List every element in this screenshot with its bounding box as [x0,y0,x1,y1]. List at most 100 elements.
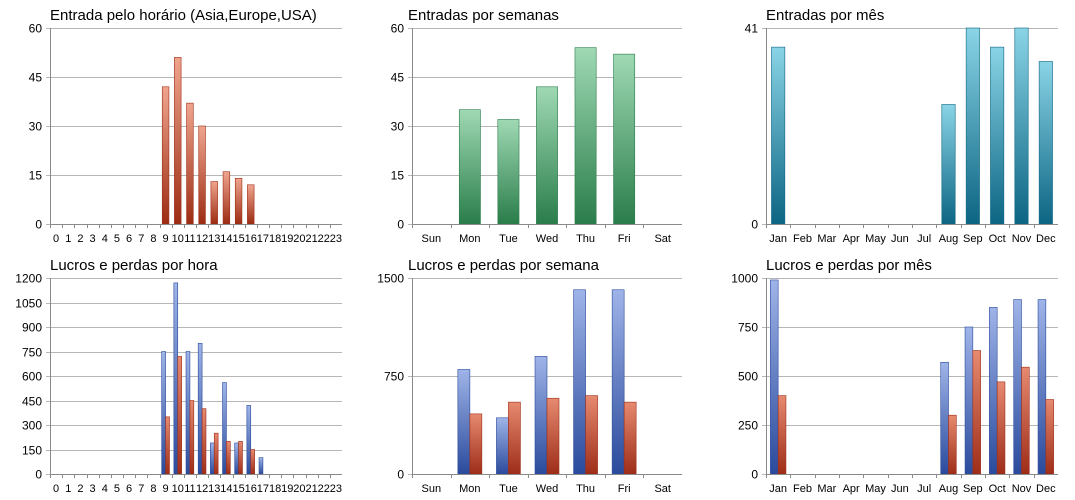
bar [948,414,957,475]
x-tick-label: 2 [77,233,83,245]
bar [497,119,520,225]
y-tick-label: 60 [391,22,405,36]
bar [222,171,231,225]
x-tick-label: 7 [138,233,144,245]
x-tick-label: 3 [90,233,96,245]
y-tick-label: 15 [391,169,405,183]
bar [1021,366,1030,475]
y-tick-label: 0 [397,468,404,482]
bar [534,356,548,475]
y-tick-label: 0 [35,218,42,232]
x-tick-label: Nov [1012,233,1032,245]
bar [777,395,787,475]
x-tick-label: 21 [305,483,317,495]
x-tick-label: Dec [1036,483,1056,495]
chart-hourly-profit-loss: Lucros e perdas por hora 0 150 300 450 600 750… [0,250,358,500]
bar [623,401,637,475]
x-tick-label: May [865,233,886,245]
x-tick-label: 20 [293,483,305,495]
y-tick-label: 1050 [15,297,42,311]
y-tick-label: 600 [22,370,42,384]
x-tick-label: 1 [65,483,71,495]
x-tick-label: Sat [654,483,671,495]
x-tick-label: 18 [269,483,281,495]
y-tick-label: 30 [29,120,43,134]
x-tick-label: 8 [150,233,156,245]
x-tick-label: 12 [196,233,208,245]
x-tick-label: Feb [793,233,812,245]
x-tick-label: 23 [330,483,342,495]
bar [990,46,1005,225]
x-tick-label: 22 [318,483,330,495]
x-tick-label: 23 [330,233,342,245]
bar [226,441,231,475]
x-tick-label: 20 [293,233,305,245]
x-tick-label: 18 [269,233,281,245]
chart-title: Lucros e perdas por hora [50,257,218,274]
chart-monthly-profit-loss-svg: Lucros e perdas por mês 0 250 500 750 1000 Jan… [731,257,1058,495]
chart-weekly-entries-svg: Entradas por semanas 0 15 30 45 60 Sun Mon Tue We… [391,7,682,245]
x-tick-label: 4 [102,483,108,495]
x-tick-label: 22 [318,233,330,245]
y-tick-label: 750 [738,321,758,335]
y-tick-label: 45 [29,71,43,85]
x-tick-label: 6 [126,483,132,495]
bar [250,449,255,475]
x-tick-label: Mon [459,233,480,245]
bar [185,351,191,475]
bar [574,47,597,225]
bar [210,181,218,225]
x-tick-label: Fri [618,483,631,495]
y-tick-label: 900 [22,321,42,335]
x-tick-label: 16 [245,233,257,245]
chart-weekly-entries: Entradas por semanas 0 15 30 45 60 Sun Mon Tue We… [358,0,716,250]
x-tick-label: 10 [172,233,184,245]
x-tick-label: Jul [917,233,931,245]
x-tick-label: Aug [939,233,959,245]
y-tick-label: 0 [751,218,758,232]
bar [161,351,166,475]
bar [613,53,636,225]
x-tick-label: 5 [114,483,120,495]
x-tick-label: 16 [245,483,257,495]
x-tick-label: 11 [184,233,195,245]
bar [536,86,558,225]
x-tick-label: 13 [208,483,220,495]
y-tick-label: 750 [384,370,404,384]
x-tick-label: Sun [421,233,441,245]
x-tick-label: Mar [817,483,836,495]
x-tick-label: 11 [184,483,195,495]
x-tick-label: Jan [769,233,787,245]
x-tick-label: 15 [232,233,244,245]
chart-title: Entrada pelo horário (Asia,Europe,USA) [50,7,317,24]
bar [197,343,203,475]
bar [247,184,255,225]
y-tick-label: 45 [391,71,405,85]
chart-hourly-entries: Entrada pelo horário (Asia,Europe,USA) 0 1… [0,0,358,250]
bar [972,350,981,475]
x-tick-label: Sep [963,233,983,245]
bar [965,27,980,225]
x-tick-label: 17 [257,483,269,495]
bar [496,417,509,475]
bar [234,442,239,475]
y-tick-label: 1000 [731,272,758,286]
x-tick-label: Jun [891,483,909,495]
x-tick-label: 12 [196,483,208,495]
x-tick-label: Nov [1012,483,1032,495]
bar [238,441,243,475]
x-tick-label: 2 [77,483,83,495]
x-tick-label: 19 [281,233,293,245]
bar [161,86,170,225]
x-tick-label: Tue [499,233,518,245]
y-tick-label: 41 [745,22,759,36]
x-tick-label: Apr [843,233,860,245]
bar [996,381,1006,475]
x-tick-label: Dec [1036,233,1056,245]
bar [234,177,243,225]
x-tick-label: Oct [989,483,1006,495]
y-tick-label: 300 [22,419,42,433]
chart-monthly-entries-svg: Entradas por mês 0 41 Jan Feb Mar Apr May Jun Jul… [745,7,1058,245]
x-tick-label: Oct [989,233,1006,245]
chart-title: Entradas por mês [766,7,884,24]
